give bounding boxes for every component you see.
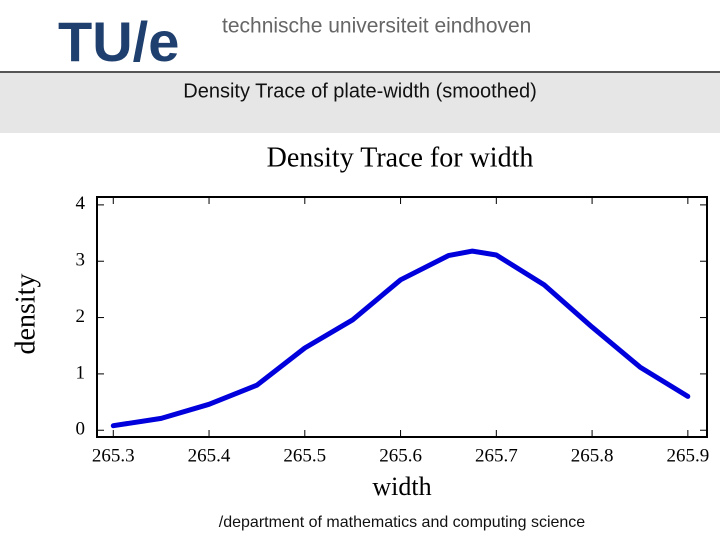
y-tick-label: 1 (76, 362, 86, 383)
logo: TU/e (58, 10, 179, 73)
chart-title: Density Trace for width (267, 142, 534, 173)
y-tick-label: 3 (76, 250, 86, 271)
x-tick-label: 265.4 (188, 445, 231, 466)
y-tick-label: 0 (76, 419, 86, 440)
x-tick-label: 265.3 (92, 445, 135, 466)
x-axis-label: width (372, 472, 431, 501)
y-tick-label: 2 (76, 306, 86, 327)
y-tick-label: 4 (76, 193, 86, 214)
x-tick-label: 265.9 (666, 445, 709, 466)
x-tick-label: 265.5 (283, 445, 326, 466)
plot-frame (96, 196, 708, 438)
density-line (110, 248, 691, 429)
x-tick-label: 265.6 (379, 445, 422, 466)
institution: technische universiteit eindhoven (222, 15, 531, 38)
x-tick-label: 265.7 (475, 445, 518, 466)
slide-heading: Density Trace of plate-width (smoothed) (183, 80, 537, 102)
footer: /department of mathematics and computing… (219, 514, 586, 531)
header-band (0, 72, 720, 133)
y-axis-label: density (10, 274, 41, 355)
x-tick-label: 265.8 (571, 445, 614, 466)
